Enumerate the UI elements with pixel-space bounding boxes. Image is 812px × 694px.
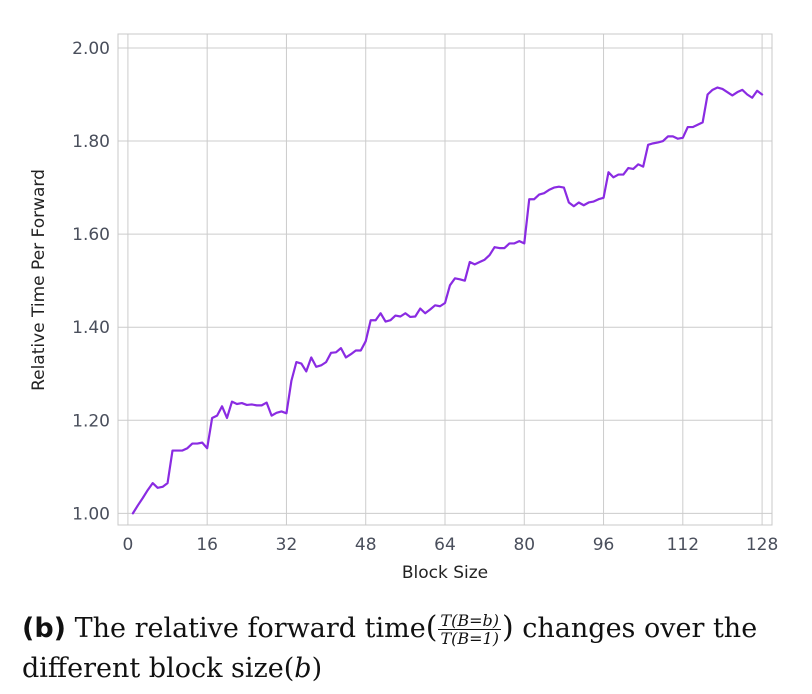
- data-layer: [131, 86, 764, 515]
- x-tick-label: 32: [276, 535, 298, 555]
- y-tick-label: 1.00: [72, 504, 110, 524]
- y-tick-label: 1.40: [72, 318, 110, 338]
- x-tick-label: 96: [593, 535, 615, 555]
- caption-close-paren: ): [501, 610, 514, 645]
- x-tick-label: 64: [434, 535, 456, 555]
- series-line: [131, 86, 764, 515]
- x-tick-label: 80: [513, 535, 535, 555]
- x-axis-title: Block Size: [402, 563, 488, 583]
- figure-caption: (b) The relative forward time(T(B=b) T(B=…: [22, 610, 758, 684]
- caption-line2-variable: b: [294, 653, 312, 684]
- caption-text-start: The relative forward time: [74, 613, 426, 644]
- y-tick-label: 1.60: [72, 225, 110, 245]
- caption-text-end: changes over the: [513, 613, 758, 644]
- x-tick-label: 16: [196, 535, 218, 555]
- plot-area-frame: [117, 33, 773, 526]
- y-axis-title: Relative Time Per Forward: [29, 169, 49, 391]
- y-tick-label: 2.00: [72, 39, 110, 59]
- caption-fraction-denominator: T(B=1): [440, 629, 499, 648]
- caption-open-paren: (: [425, 610, 438, 645]
- y-tick-label: 1.20: [72, 411, 110, 431]
- x-tick-label: 128: [746, 535, 778, 555]
- x-tick-label: 48: [355, 535, 377, 555]
- caption-tag: (b): [22, 613, 67, 644]
- grid-lines: [118, 34, 772, 525]
- tick-labels: 0 16 32 48 64 80 96 112 128 1.00 1.20 1.40 1.60 1.80 2…: [72, 39, 778, 555]
- caption-line2-text: different block size: [22, 653, 284, 684]
- caption-fraction: T(B=b) T(B=1): [438, 612, 501, 647]
- caption-fraction-numerator: T(B=b): [438, 611, 501, 630]
- y-tick-label: 1.80: [72, 132, 110, 152]
- x-tick-label: 112: [667, 535, 699, 555]
- x-tick-label: 0: [122, 535, 133, 555]
- line-chart: 0 16 32 48 64 80 96 112 128 1.00 1.20 1.40 1.60 1.80 2…: [29, 33, 778, 583]
